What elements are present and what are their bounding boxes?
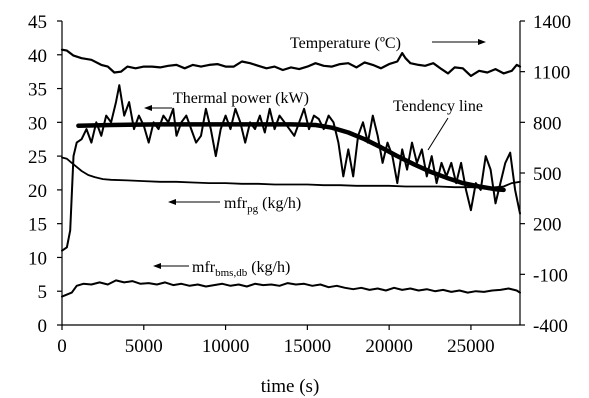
tick-layer: 0 5000 10000 15000 20000 25000 0 5 10 15 20 25 30 35 4…: [28, 12, 571, 357]
y-left-tick-label: 0: [38, 316, 48, 337]
x-tick-label: 15000: [284, 336, 332, 357]
x-tick-label: 0: [57, 336, 67, 357]
y-right-tick-label: -400: [533, 316, 568, 337]
x-tick-label: 25000: [447, 336, 495, 357]
y-left-tick-label: 10: [28, 248, 47, 269]
mfr-bms-arrow: [153, 263, 189, 269]
y-right-tick-label: 200: [533, 215, 562, 236]
thermal-power-label: Thermal power (kW): [173, 90, 309, 107]
temperature-series: [60, 48, 522, 78]
y-left-tick-label: 35: [28, 80, 47, 101]
temperature-arrow: [432, 39, 486, 45]
mfr-pg-series: [61, 156, 521, 189]
y-left-tick-label: 45: [28, 12, 47, 33]
x-tick-label: 10000: [202, 336, 250, 357]
x-axis-label: time (s): [261, 376, 320, 397]
tendency-line-series: [76, 122, 506, 193]
y-right-tick-label: 1100: [533, 63, 570, 84]
temperature-label: Temperature (ºC): [290, 35, 401, 52]
y-right-tick-label: 500: [533, 164, 562, 185]
y-right-tick-label: 1400: [533, 12, 571, 33]
tendency-line-label: Tendency line: [393, 98, 483, 115]
y-left-tick-label: 5: [38, 282, 48, 303]
thermal-power-arrow: [144, 105, 172, 111]
mfr-bms-label: mfrbms,db (kg/h): [192, 259, 290, 279]
series-layer: [60, 48, 522, 298]
y-left-tick-label: 15: [28, 215, 47, 236]
tendency-pointer: [427, 117, 449, 151]
x-tick-label: 20000: [365, 336, 413, 357]
y-left-tick-label: 25: [28, 147, 47, 168]
mfr-pg-arrow: [168, 199, 220, 205]
mfr-pg-label: mfrpg (kg/h): [224, 195, 301, 215]
mfr-bms-series: [61, 279, 521, 298]
x-tick-label: 5000: [125, 336, 163, 357]
y-right-tick-label: 800: [533, 113, 562, 134]
y-left-tick-label: 20: [28, 181, 47, 202]
y-left-tick-label: 40: [28, 46, 47, 67]
y-left-tick-label: 30: [28, 113, 47, 134]
y-right-tick-label: -100: [533, 265, 568, 286]
